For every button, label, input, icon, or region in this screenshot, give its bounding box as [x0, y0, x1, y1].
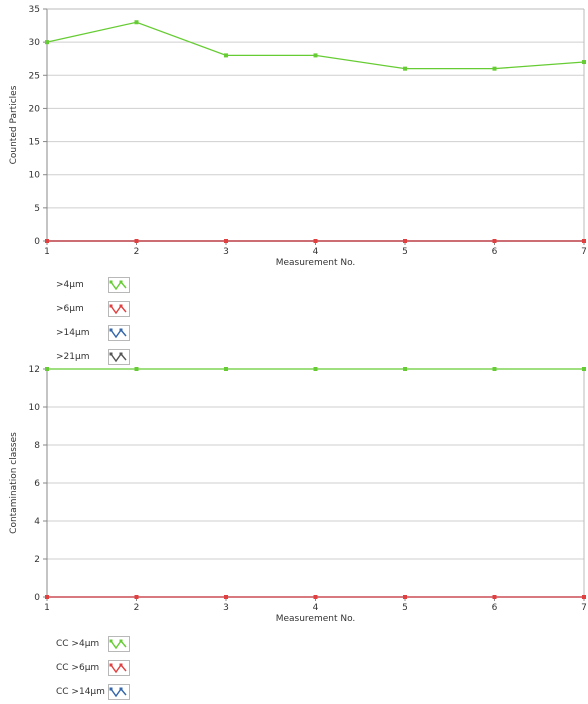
legend-label: >14µm — [56, 328, 90, 338]
y-tick-label: 10 — [29, 171, 41, 181]
legend-contamination-classes: CC >4µm CC >6µm CC >14µm — [56, 632, 130, 704]
y-tick-label: 35 — [29, 5, 40, 15]
counted-particles-chart: 0 5 10 15 20 25 30 35 1 2 3 4 5 6 7 Measurement No. Coun… — [9, 5, 587, 268]
legend-item-cc-4-m: CC >4µm — [56, 632, 130, 656]
legend-label: CC >14µm — [56, 687, 105, 697]
legend-swatch[interactable] — [108, 301, 130, 317]
data-point-6-m — [582, 239, 586, 243]
legend-swatch[interactable] — [108, 660, 130, 676]
legend-item-6-m: >6µm — [56, 297, 130, 321]
data-point-cc-4-m — [45, 367, 49, 371]
data-point-cc-6-m — [313, 595, 318, 599]
data-point-6-m — [45, 239, 49, 243]
x-tick-label: 6 — [492, 603, 498, 613]
x-tick-label: 1 — [44, 247, 50, 257]
data-point-6-m — [492, 239, 497, 243]
y-tick-label: 30 — [29, 38, 41, 48]
legend-item-cc-14-m: CC >14µm — [56, 680, 130, 704]
legend-item-21-m: >21µm — [56, 345, 130, 369]
legend-label: >6µm — [56, 304, 84, 314]
data-point-cc-6-m — [582, 595, 586, 599]
y-tick-label: 6 — [34, 479, 40, 489]
y-tick-label: 0 — [34, 593, 40, 603]
y-tick-label: 10 — [29, 403, 41, 413]
legend-swatch[interactable] — [108, 684, 130, 700]
y-axis-title: Counted Particles — [9, 85, 19, 164]
data-point-6-m — [134, 239, 139, 243]
data-point-6-m — [313, 239, 318, 243]
y-tick-label: 12 — [29, 365, 40, 375]
y-tick-label: 8 — [34, 441, 40, 451]
legend-swatch[interactable] — [108, 636, 130, 652]
legend-item-14-m: >14µm — [56, 321, 130, 345]
legend-label: >21µm — [56, 352, 90, 362]
y-tick-label: 0 — [34, 237, 40, 247]
x-tick-label: 2 — [134, 247, 140, 257]
data-point-cc-4-m — [403, 367, 407, 371]
data-point-6-m — [403, 239, 407, 243]
data-point-cc-6-m — [403, 595, 407, 599]
x-tick-label: 3 — [223, 603, 229, 613]
x-tick-label: 6 — [492, 247, 498, 257]
data-point-cc-6-m — [492, 595, 497, 599]
x-tick-label: 7 — [581, 247, 587, 257]
data-point-cc-6-m — [45, 595, 49, 599]
x-tick-label: 1 — [44, 603, 50, 613]
x-tick-label: 2 — [134, 603, 140, 613]
x-tick-label: 7 — [581, 603, 587, 613]
data-point-cc-6-m — [224, 595, 228, 599]
series-line-4-m — [46, 21, 585, 70]
y-axis-title: Contamination classes — [9, 432, 19, 534]
legend-label: CC >6µm — [56, 663, 100, 673]
legend-counted-particles: >4µm >6µm >14µm >21µm — [56, 273, 130, 369]
y-tick-label: 15 — [29, 138, 40, 148]
data-point-6-m — [224, 239, 228, 243]
data-point-4-m — [492, 66, 497, 71]
legend-label: CC >4µm — [56, 639, 100, 649]
legend-swatch[interactable] — [108, 349, 130, 365]
data-point-cc-6-m — [134, 595, 139, 599]
legend-swatch[interactable] — [108, 277, 130, 293]
data-point-cc-4-m — [313, 367, 318, 371]
data-point-cc-4-m — [492, 367, 497, 371]
data-point-4-m — [45, 40, 49, 45]
legend-label: >4µm — [56, 280, 84, 290]
x-tick-label: 3 — [223, 247, 229, 257]
data-point-4-m — [403, 66, 407, 71]
data-point-4-m — [134, 20, 139, 25]
y-tick-label: 2 — [34, 555, 40, 565]
data-point-4-m — [224, 53, 228, 58]
x-axis-title: Measurement No. — [276, 258, 356, 268]
legend-item-4-m: >4µm — [56, 273, 130, 297]
x-tick-label: 4 — [313, 603, 319, 613]
x-axis-title: Measurement No. — [276, 614, 356, 624]
x-tick-label: 5 — [402, 247, 408, 257]
y-tick-label: 4 — [34, 517, 40, 527]
data-point-4-m — [582, 60, 586, 65]
y-tick-label: 5 — [34, 204, 40, 214]
data-point-cc-4-m — [224, 367, 228, 371]
legend-swatch[interactable] — [108, 325, 130, 341]
data-point-4-m — [313, 53, 318, 58]
y-tick-label: 25 — [29, 71, 40, 81]
x-tick-label: 4 — [313, 247, 319, 257]
data-point-cc-4-m — [582, 367, 586, 371]
legend-item-cc-6-m: CC >6µm — [56, 656, 130, 680]
y-tick-label: 20 — [29, 104, 41, 114]
data-point-cc-4-m — [134, 367, 139, 371]
x-tick-label: 5 — [402, 603, 408, 613]
